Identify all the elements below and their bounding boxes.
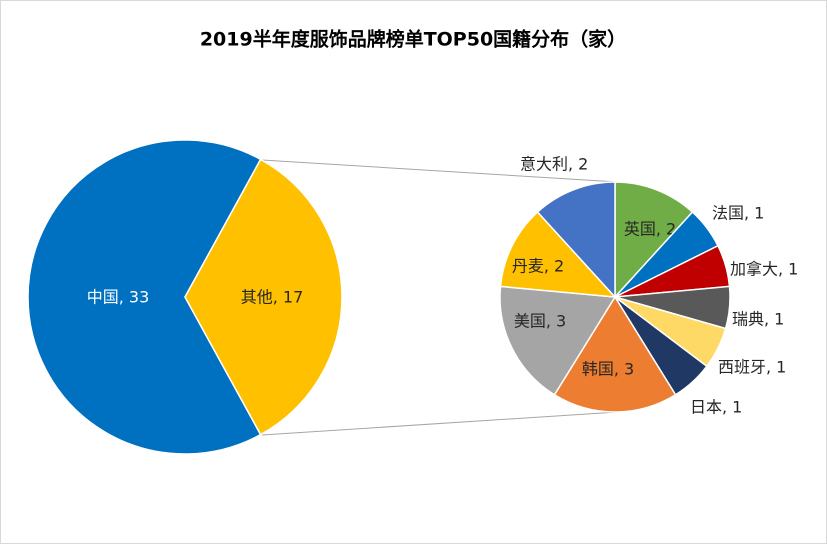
data-label: 法国, 1 xyxy=(712,204,764,223)
data-label: 西班牙, 1 xyxy=(718,358,786,377)
pie-slice xyxy=(499,285,617,396)
data-label: 加拿大, 1 xyxy=(730,260,798,279)
pie-slice xyxy=(536,181,616,299)
data-label: 意大利, 2 xyxy=(520,155,588,174)
pie-slice xyxy=(27,139,262,455)
pie-slice xyxy=(184,158,343,436)
pie-slice xyxy=(614,181,694,299)
pie-slice xyxy=(499,210,617,298)
data-label: 美国, 3 xyxy=(514,312,566,331)
data-label: 韩国, 3 xyxy=(582,360,634,379)
data-label: 中国, 33 xyxy=(87,288,150,307)
data-label: 日本, 1 xyxy=(690,398,742,417)
data-label: 瑞典, 1 xyxy=(732,310,784,329)
data-label: 丹麦, 2 xyxy=(512,257,564,276)
data-label: 英国, 2 xyxy=(624,220,676,239)
chart-title: 2019半年度服饰品牌榜单TOP50国籍分布（家） xyxy=(200,28,626,51)
pie-slice xyxy=(553,295,677,413)
connector-line xyxy=(261,411,619,436)
connector-line xyxy=(261,159,619,183)
data-label: 其他, 17 xyxy=(241,288,304,307)
